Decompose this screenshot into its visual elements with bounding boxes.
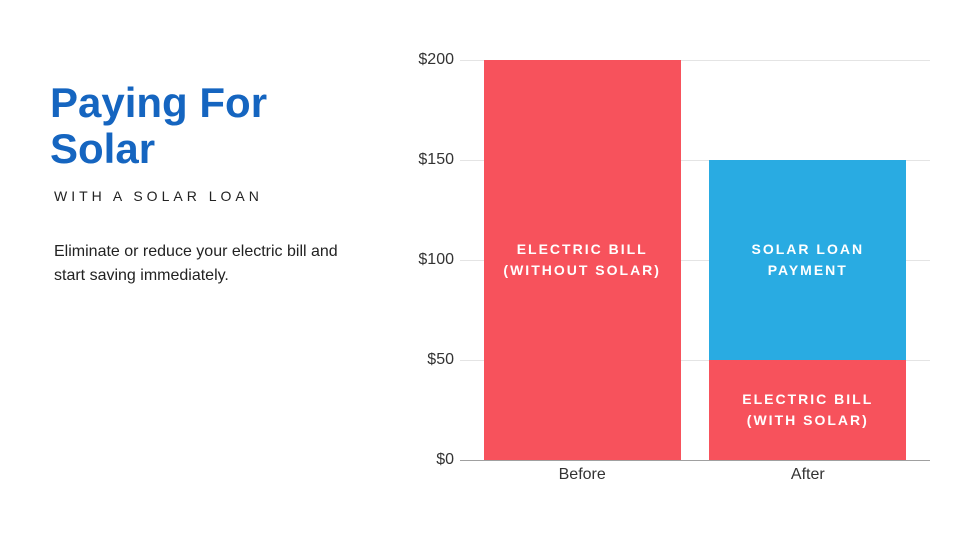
chart-plot-area: ELECTRIC BILL (WITHOUT SOLAR)ELECTRIC BI… (460, 60, 930, 460)
page: Paying For Solar WITH A SOLAR LOAN Elimi… (0, 0, 960, 540)
y-tick-label: $200 (400, 51, 454, 69)
bar-after: ELECTRIC BILL (WITH SOLAR)SOLAR LOAN PAY… (709, 160, 906, 460)
x-axis-line (460, 460, 930, 461)
page-subtitle: WITH A SOLAR LOAN (50, 188, 370, 204)
page-body: Eliminate or reduce your electric bill a… (50, 240, 340, 288)
y-tick-label: $0 (400, 451, 454, 469)
y-tick-label: $150 (400, 151, 454, 169)
y-tick-label: $50 (400, 351, 454, 369)
left-panel: Paying For Solar WITH A SOLAR LOAN Elimi… (0, 0, 400, 540)
bar-before: ELECTRIC BILL (WITHOUT SOLAR) (484, 60, 681, 460)
cost-chart: ELECTRIC BILL (WITHOUT SOLAR)ELECTRIC BI… (400, 60, 940, 500)
x-tick-label: After (709, 466, 906, 484)
bar-segment: SOLAR LOAN PAYMENT (709, 160, 906, 360)
bar-segment: ELECTRIC BILL (WITH SOLAR) (709, 360, 906, 460)
x-tick-label: Before (484, 466, 681, 484)
bar-segment: ELECTRIC BILL (WITHOUT SOLAR) (484, 60, 681, 460)
y-tick-label: $100 (400, 251, 454, 269)
page-title: Paying For Solar (50, 80, 370, 172)
